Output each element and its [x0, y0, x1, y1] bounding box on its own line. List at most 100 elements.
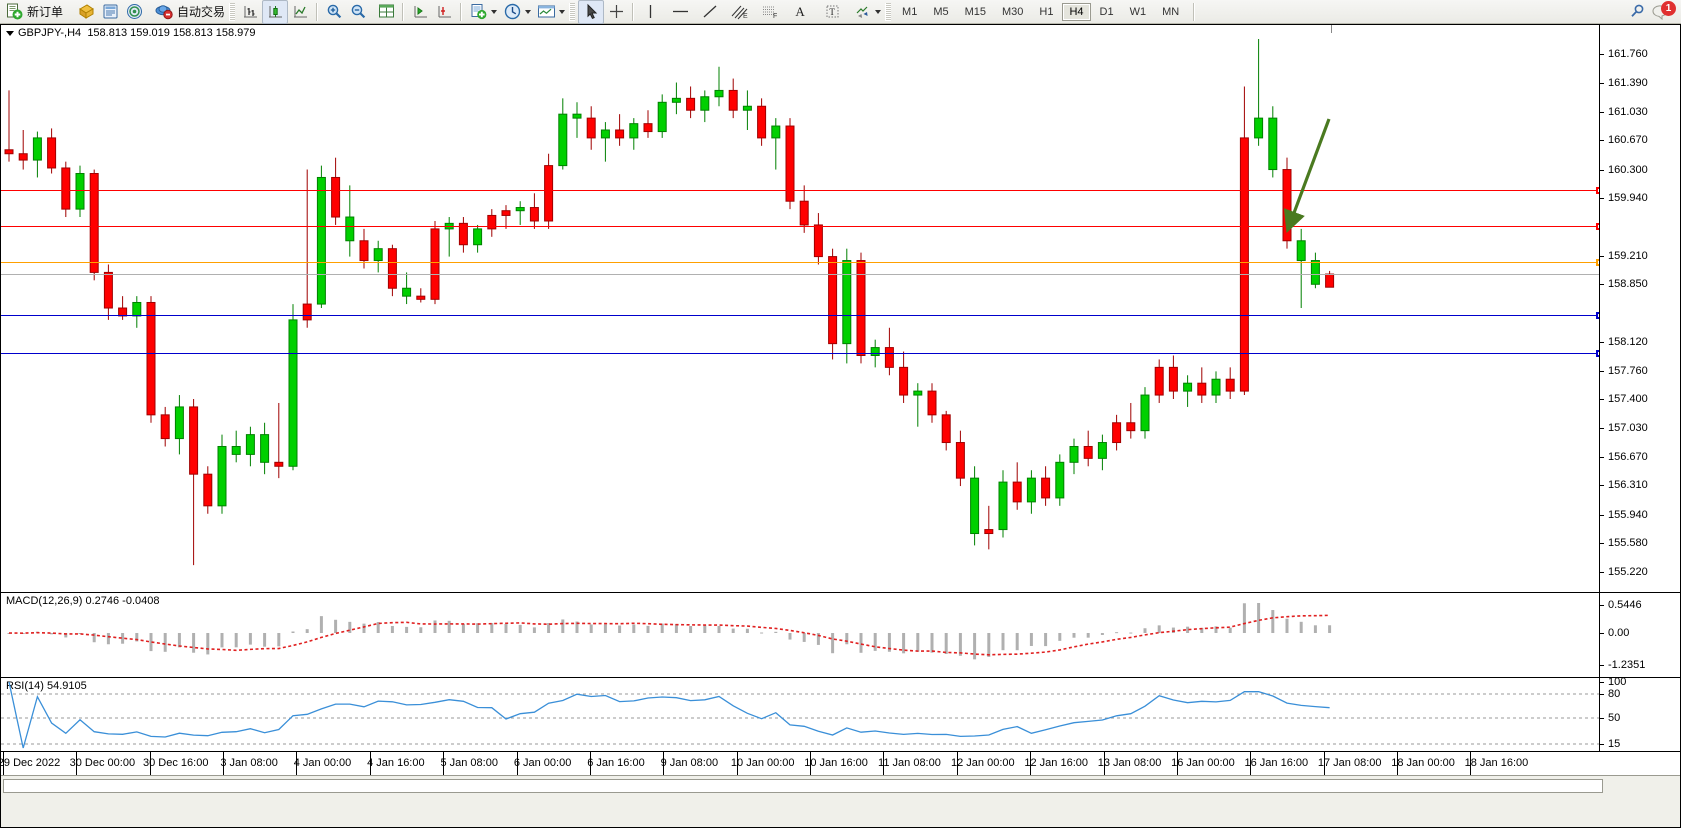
candle-body: [231, 445, 241, 455]
price-level-line-resistance[interactable]: [1, 225, 1600, 227]
candle-body: [473, 228, 483, 246]
text-label-button[interactable]: T: [820, 1, 844, 23]
search-button[interactable]: [1625, 1, 1649, 23]
time-tick-label: 30 Dec 00:00: [69, 757, 136, 769]
time-tick-label: 6 Jan 16:00: [587, 757, 645, 769]
candle-body: [132, 301, 142, 317]
macd-histogram-bar: [177, 633, 181, 648]
time-tick-label: 12 Jan 16:00: [1024, 757, 1089, 769]
toolbar-grip-charts[interactable]: [229, 2, 236, 21]
macd-tick-label: 0.00: [1608, 627, 1630, 639]
toolbar-separator-2: [402, 2, 405, 21]
crosshair-tool-button[interactable]: [604, 1, 628, 23]
macd-histogram-bar: [589, 624, 593, 633]
time-tick-label: 18 Jan 00:00: [1391, 757, 1455, 769]
candle-body: [1183, 382, 1193, 392]
timeframe-d1[interactable]: D1: [1099, 5, 1114, 18]
price-level-line-support[interactable]: [1, 352, 1600, 354]
navigator-button[interactable]: [122, 1, 146, 23]
macd-histogram-bar: [674, 623, 678, 633]
macd-histogram-bar: [1313, 625, 1317, 633]
candle-body: [345, 216, 355, 242]
zoom-in-button[interactable]: [322, 1, 346, 23]
candle-body: [1296, 240, 1306, 262]
tile-windows-button[interactable]: [374, 1, 398, 23]
data-window-button[interactable]: [98, 1, 122, 23]
svg-text:E: E: [743, 13, 748, 20]
price-tick: [1600, 428, 1604, 430]
vertical-line-button[interactable]: [638, 1, 662, 23]
notifications-button[interactable]: 1: [1649, 0, 1676, 23]
rsi-tick-label: 100: [1608, 676, 1627, 688]
timeframe-h1[interactable]: H1: [1039, 5, 1054, 18]
price-tick-label: 160.300: [1608, 163, 1648, 176]
horizontal-line-button[interactable]: [668, 1, 692, 23]
shift-chart-button[interactable]: [408, 1, 432, 23]
macd-pane[interactable]: MACD(12,26,9) 0.2746 -0.0408 0.5446 0.00 -…: [1, 592, 1680, 678]
macd-histogram-bar: [816, 633, 820, 645]
candle-body: [984, 529, 994, 535]
macd-histogram-bar: [745, 628, 749, 633]
macd-histogram-bar: [532, 627, 536, 633]
timeframe-h4[interactable]: H4: [1062, 2, 1091, 21]
line-chart-button[interactable]: [288, 1, 312, 23]
chart-window[interactable]: GBPJPY-,H4 158.813 159.019 158.813 158.9…: [0, 24, 1681, 828]
fibonacci-button[interactable]: F: [758, 1, 782, 23]
candle-body: [288, 319, 298, 467]
arrows-button[interactable]: [850, 1, 874, 23]
toolbar-grip-tools[interactable]: [569, 2, 576, 21]
timeframe-m15[interactable]: M15: [964, 5, 986, 18]
templates-button[interactable]: [534, 1, 558, 23]
timeframe-m1[interactable]: M1: [902, 5, 918, 18]
chart-menu-caret-icon[interactable]: [6, 30, 14, 36]
horizontal-scrollbar[interactable]: [3, 779, 1603, 793]
price-pane[interactable]: GBPJPY-,H4 158.813 159.019 158.813 158.9…: [1, 25, 1680, 592]
notification-badge: 1: [1661, 0, 1676, 16]
macd-histogram-bar: [1186, 626, 1190, 633]
candle-body: [1097, 442, 1107, 459]
macd-histogram-bar: [518, 624, 522, 633]
price-level-line-last-price[interactable]: [1, 274, 1600, 276]
macd-histogram-bar: [1257, 603, 1261, 633]
macd-histogram-bar: [1129, 632, 1133, 634]
candlestick-chart-button[interactable]: [262, 0, 289, 24]
bar-chart-button[interactable]: [238, 1, 262, 23]
autotrading-icon: [155, 5, 173, 20]
new-order-button[interactable]: [0, 1, 26, 23]
indicators-dropdown-caret[interactable]: [491, 9, 498, 14]
trendline-button[interactable]: [698, 1, 722, 23]
price-tick-label: 155.580: [1608, 537, 1648, 550]
arrows-dropdown-caret[interactable]: [875, 9, 882, 14]
autotrading-button[interactable]: [152, 1, 176, 23]
price-tick: [1600, 543, 1604, 545]
toolbar-grip-periods[interactable]: [885, 2, 892, 21]
zoom-out-button[interactable]: [346, 1, 370, 23]
terminal-button[interactable]: [74, 1, 98, 23]
time-axis[interactable]: 29 Dec 2022 30 Dec 00:00 30 Dec 16:00 3 Jan…: [0, 751, 1680, 776]
time-tick-label: 16 Jan 00:00: [1171, 757, 1235, 769]
candle-body: [657, 101, 667, 133]
macd-histogram-bar: [831, 633, 835, 654]
cursor-tool-button[interactable]: [578, 0, 605, 24]
data-window-icon: [103, 4, 118, 19]
search-icon: [1630, 4, 1643, 17]
timeframe-mn[interactable]: MN: [1162, 5, 1180, 18]
candle-body: [615, 129, 625, 139]
equidistant-channel-button[interactable]: E: [728, 1, 752, 23]
templates-dropdown-caret[interactable]: [559, 9, 566, 14]
periodicity-dropdown-caret[interactable]: [525, 9, 532, 14]
autoscroll-button[interactable]: [432, 1, 456, 23]
indicators-button[interactable]: [466, 1, 490, 23]
price-level-line-pivot[interactable]: [1, 262, 1600, 264]
macd-histogram-bar: [944, 633, 948, 654]
price-axis[interactable]: 161.760 161.390 161.030 160.670 160.300 159.9…: [1599, 25, 1680, 592]
timeframe-w1[interactable]: W1: [1129, 5, 1147, 18]
timeframe-m5[interactable]: M5: [933, 5, 949, 18]
channel-icon: E: [731, 5, 748, 20]
text-tool-button[interactable]: A: [788, 1, 812, 23]
timeframe-m30[interactable]: M30: [1002, 5, 1024, 18]
periodicity-button[interactable]: [500, 1, 524, 23]
rsi-pane[interactable]: RSI(14) 54.9105 100 80 50 15: [1, 676, 1680, 752]
price-level-line-support[interactable]: [1, 314, 1600, 316]
price-level-line-resistance[interactable]: [1, 190, 1600, 192]
